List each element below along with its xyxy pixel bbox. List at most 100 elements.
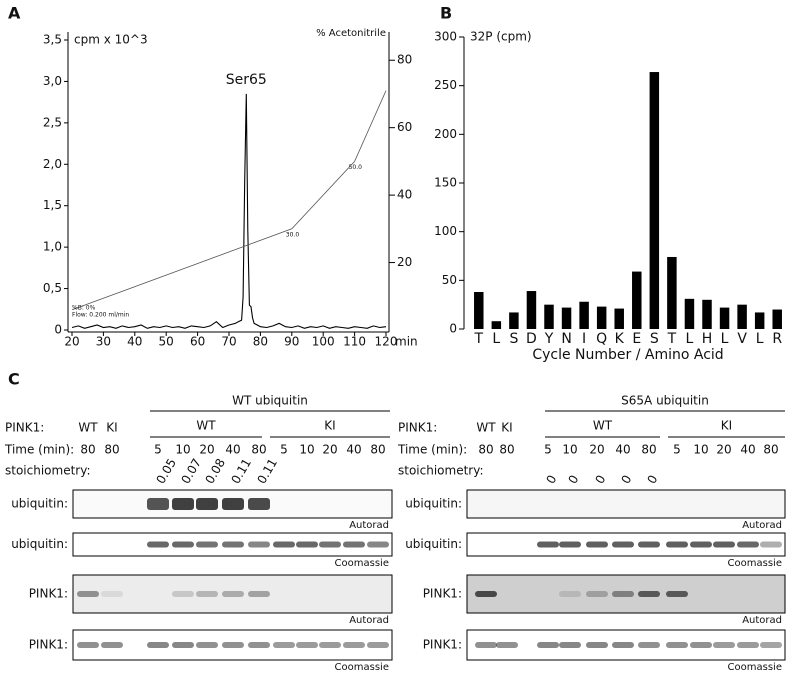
stoichiometry-value: 0.11 [229, 456, 254, 486]
x-tick-label: H [702, 331, 713, 347]
stoichiometry-value: 0 [645, 473, 661, 487]
band [196, 591, 218, 597]
band [612, 541, 634, 548]
band [248, 498, 270, 510]
band [196, 541, 218, 548]
blot-label: PINK1: [29, 587, 68, 601]
y-tick-label: 300 [434, 30, 457, 44]
band [319, 541, 341, 548]
x-tick-label: 40 [127, 335, 142, 349]
y-tick-label: 3,5 [43, 33, 62, 47]
x-axis-label: min [395, 335, 418, 349]
group-label: KI [324, 419, 335, 433]
time: 40 [740, 443, 755, 457]
time: 5 [673, 443, 681, 457]
blot-method: Coomassie [335, 662, 389, 673]
bar [737, 304, 747, 329]
time: 80 [499, 443, 514, 457]
x-tick-label: 20 [64, 335, 79, 349]
band [586, 642, 608, 648]
time: 80 [478, 443, 493, 457]
time: 80 [370, 443, 385, 457]
time: 40 [346, 443, 361, 457]
band [296, 642, 318, 648]
band [147, 541, 169, 548]
bar [632, 271, 642, 329]
y-tick-label: 0 [54, 323, 62, 337]
band [475, 642, 497, 648]
band [367, 541, 389, 548]
y-axis-label: cpm x 10^3 [74, 33, 148, 47]
x-tick-label: L [721, 331, 729, 347]
blot-method: Autorad [349, 615, 389, 626]
x-tick-label: 100 [312, 335, 335, 349]
time: 80 [80, 443, 95, 457]
x-tick-label: 120 [375, 335, 398, 349]
y2-tick-label: 80 [397, 53, 412, 67]
panel-label: C [8, 370, 20, 389]
y-tick-label: 150 [434, 176, 457, 190]
x-tick-label: Q [596, 331, 607, 347]
band [666, 642, 688, 648]
band [248, 591, 270, 597]
band [248, 642, 270, 648]
blot-label: ubiquitin: [405, 537, 462, 551]
band [559, 591, 581, 597]
note: %B: 0% [72, 305, 96, 312]
bar [702, 299, 712, 329]
time: 10 [693, 443, 708, 457]
bar [526, 291, 537, 329]
bar [596, 306, 607, 329]
annotation: Ser65 [226, 72, 267, 88]
y-tick-label: 250 [434, 78, 457, 92]
trace-line [71, 93, 387, 329]
bar [544, 304, 554, 329]
band [77, 591, 99, 597]
bar [649, 72, 660, 329]
band [367, 642, 389, 648]
x-tick-label: D [526, 331, 537, 347]
time: 20 [589, 443, 604, 457]
band [147, 642, 169, 648]
gel-title: S65A ubiquitin [621, 394, 709, 408]
time-label: Time (min): [397, 443, 467, 457]
band [101, 642, 123, 648]
band [222, 498, 244, 510]
time: 5 [280, 443, 288, 457]
y2-tick-label: 60 [397, 120, 412, 134]
stoichiometry-value: 0.08 [203, 456, 228, 486]
time: 40 [615, 443, 630, 457]
group-label: WT [593, 419, 613, 433]
band [343, 642, 365, 648]
x-tick-label: I [582, 331, 586, 347]
blot-label: ubiquitin: [11, 537, 68, 551]
blot-label: PINK1: [423, 638, 462, 652]
y2-tick-label: 20 [397, 255, 412, 269]
blot-method: Coomassie [728, 558, 782, 569]
x-tick-label: S [509, 331, 518, 347]
time: 5 [154, 443, 162, 457]
bar [667, 256, 677, 329]
panel-label: B [440, 4, 452, 23]
blot-method: Coomassie [335, 558, 389, 569]
time: 10 [562, 443, 577, 457]
gel-box [466, 489, 786, 519]
row-label: PINK1: [398, 421, 437, 435]
stoichiometry-value: 0.05 [154, 456, 179, 486]
band [319, 642, 341, 648]
band [612, 591, 634, 597]
blot-method: Autorad [742, 520, 782, 531]
band [690, 541, 712, 548]
x-tick-label: L [686, 331, 694, 347]
time: 80 [104, 443, 119, 457]
bar [491, 321, 502, 329]
x-tick-label: L [756, 331, 764, 347]
band [760, 541, 782, 548]
bar [684, 298, 695, 329]
x-tick-label: E [632, 331, 641, 347]
band [222, 591, 244, 597]
band [713, 541, 735, 548]
bar [561, 307, 572, 329]
band [737, 541, 759, 548]
